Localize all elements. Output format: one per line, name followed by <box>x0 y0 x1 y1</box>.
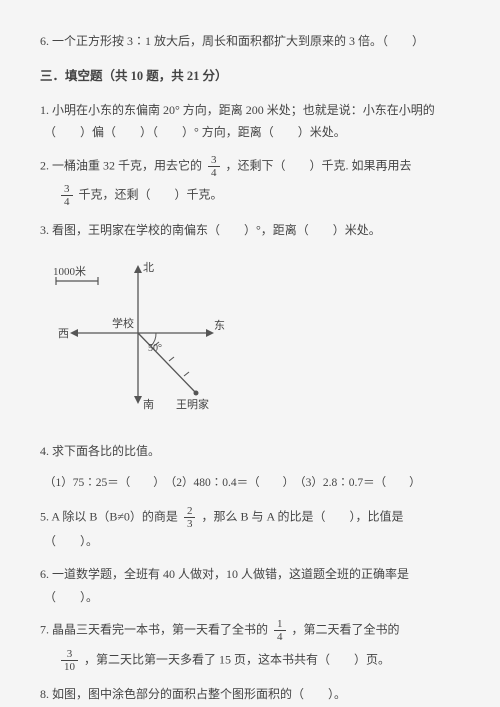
frac-den: 4 <box>61 196 73 208</box>
frac-den: 3 <box>184 518 196 530</box>
question-6: 6. 一道数学题，全班有 40 人做对，10 人做错，这道题全班的正确率是 （ … <box>40 563 460 609</box>
scale-label: 1000米 <box>53 265 86 278</box>
frac-num: 1 <box>274 618 286 631</box>
fraction-3-4-a: 3 4 <box>208 154 220 179</box>
question-1: 1. 小明在小东的东偏南 20° 方向，距离 200 米处；也就是说：小东在小明… <box>40 99 460 145</box>
east-label: 东 <box>214 319 225 332</box>
question-4: 4. 求下面各比的比值。 <box>40 440 460 463</box>
pre-question-6: 6. 一个正方形按 3∶1 放大后，周长和面积都扩大到原来的 3 倍。（ ） <box>40 30 460 53</box>
fraction-3-10: 3 10 <box>61 648 78 673</box>
q7-line2: 3 10 ，第二天比第一天多看了 15 页，这本书共有（ ）页。 <box>40 648 460 673</box>
question-4-subs: （1）75∶25＝（ ） （2）480∶0.4＝（ ） （3）2.8∶0.7＝（… <box>40 473 460 495</box>
west-label: 西 <box>58 328 69 340</box>
q1-line2: （ ）偏（ ）（ ）° 方向，距离（ ）米处。 <box>40 125 346 139</box>
direction-line <box>138 333 196 393</box>
q6-line1: 6. 一道数学题，全班有 40 人做对，10 人做错，这道题全班的正确率是 <box>40 567 409 581</box>
q2-line2: 3 4 千克，还剩（ ）千克。 <box>40 183 460 208</box>
question-3: 3. 看图，王明家在学校的南偏东（ ）°，距离（ ）米处。 <box>40 219 460 242</box>
frac-num: 3 <box>208 154 220 167</box>
q5-line2: （ ）。 <box>40 530 460 553</box>
frac-den: 10 <box>61 661 78 673</box>
north-label: 北 <box>143 261 154 274</box>
q7-before: 7. 晶晶三天看完一本书，第一天看了全书的 <box>40 623 268 637</box>
fraction-1-4: 1 4 <box>274 618 286 643</box>
q2-text-after: ，还剩下（ ）千克. 如果再用去 <box>226 158 412 172</box>
angle-label: 50° <box>148 343 162 354</box>
point-icon <box>194 391 199 396</box>
south-label: 南 <box>143 398 154 411</box>
question-2: 2. 一桶油重 32 千克，用去它的 3 4 ，还剩下（ ）千克. 如果再用去 … <box>40 154 460 208</box>
direction-diagram: 1000米 北 南 东 西 学校 50° 王明家 <box>48 253 460 426</box>
east-arrow-icon <box>206 329 214 337</box>
frac-num: 3 <box>61 648 78 661</box>
fraction-2-3: 2 3 <box>184 505 196 530</box>
frac-den: 4 <box>274 631 286 643</box>
section-3-title: 三．填空题（共 10 题，共 21 分） <box>40 65 460 89</box>
question-8: 8. 如图，图中涂色部分的面积占整个图形面积的（ ）。 <box>40 683 460 706</box>
question-5: 5. A 除以 B（B≠0）的商是 2 3 ，那么 B 与 A 的比是（ ），比… <box>40 505 460 553</box>
question-7: 7. 晶晶三天看完一本书，第一天看了全书的 1 4 ，第二天看了全书的 3 10… <box>40 618 460 672</box>
frac-den: 4 <box>208 167 220 179</box>
west-arrow-icon <box>70 329 78 337</box>
q2-line2-text: 千克，还剩（ ）千克。 <box>79 188 223 202</box>
q1-line1: 1. 小明在小东的东偏南 20° 方向，距离 200 米处；也就是说：小东在小明… <box>40 103 435 117</box>
north-arrow-icon <box>134 265 142 273</box>
school-label: 学校 <box>112 316 134 330</box>
q6-line2: （ ）。 <box>40 590 98 604</box>
fraction-3-4-b: 3 4 <box>61 183 73 208</box>
frac-num: 2 <box>184 505 196 518</box>
q5-after: ，那么 B 与 A 的比是（ ），比值是 <box>201 509 403 523</box>
q7-mid: ，第二天看了全书的 <box>292 623 400 637</box>
q2-text-before: 2. 一桶油重 32 千克，用去它的 <box>40 158 202 172</box>
point-label: 王明家 <box>176 397 209 411</box>
q7-line2-text: ，第二天比第一天多看了 15 页，这本书共有（ ）页。 <box>84 652 390 666</box>
south-arrow-icon <box>134 396 142 404</box>
q5-before: 5. A 除以 B（B≠0）的商是 <box>40 509 178 523</box>
frac-num: 3 <box>61 183 73 196</box>
